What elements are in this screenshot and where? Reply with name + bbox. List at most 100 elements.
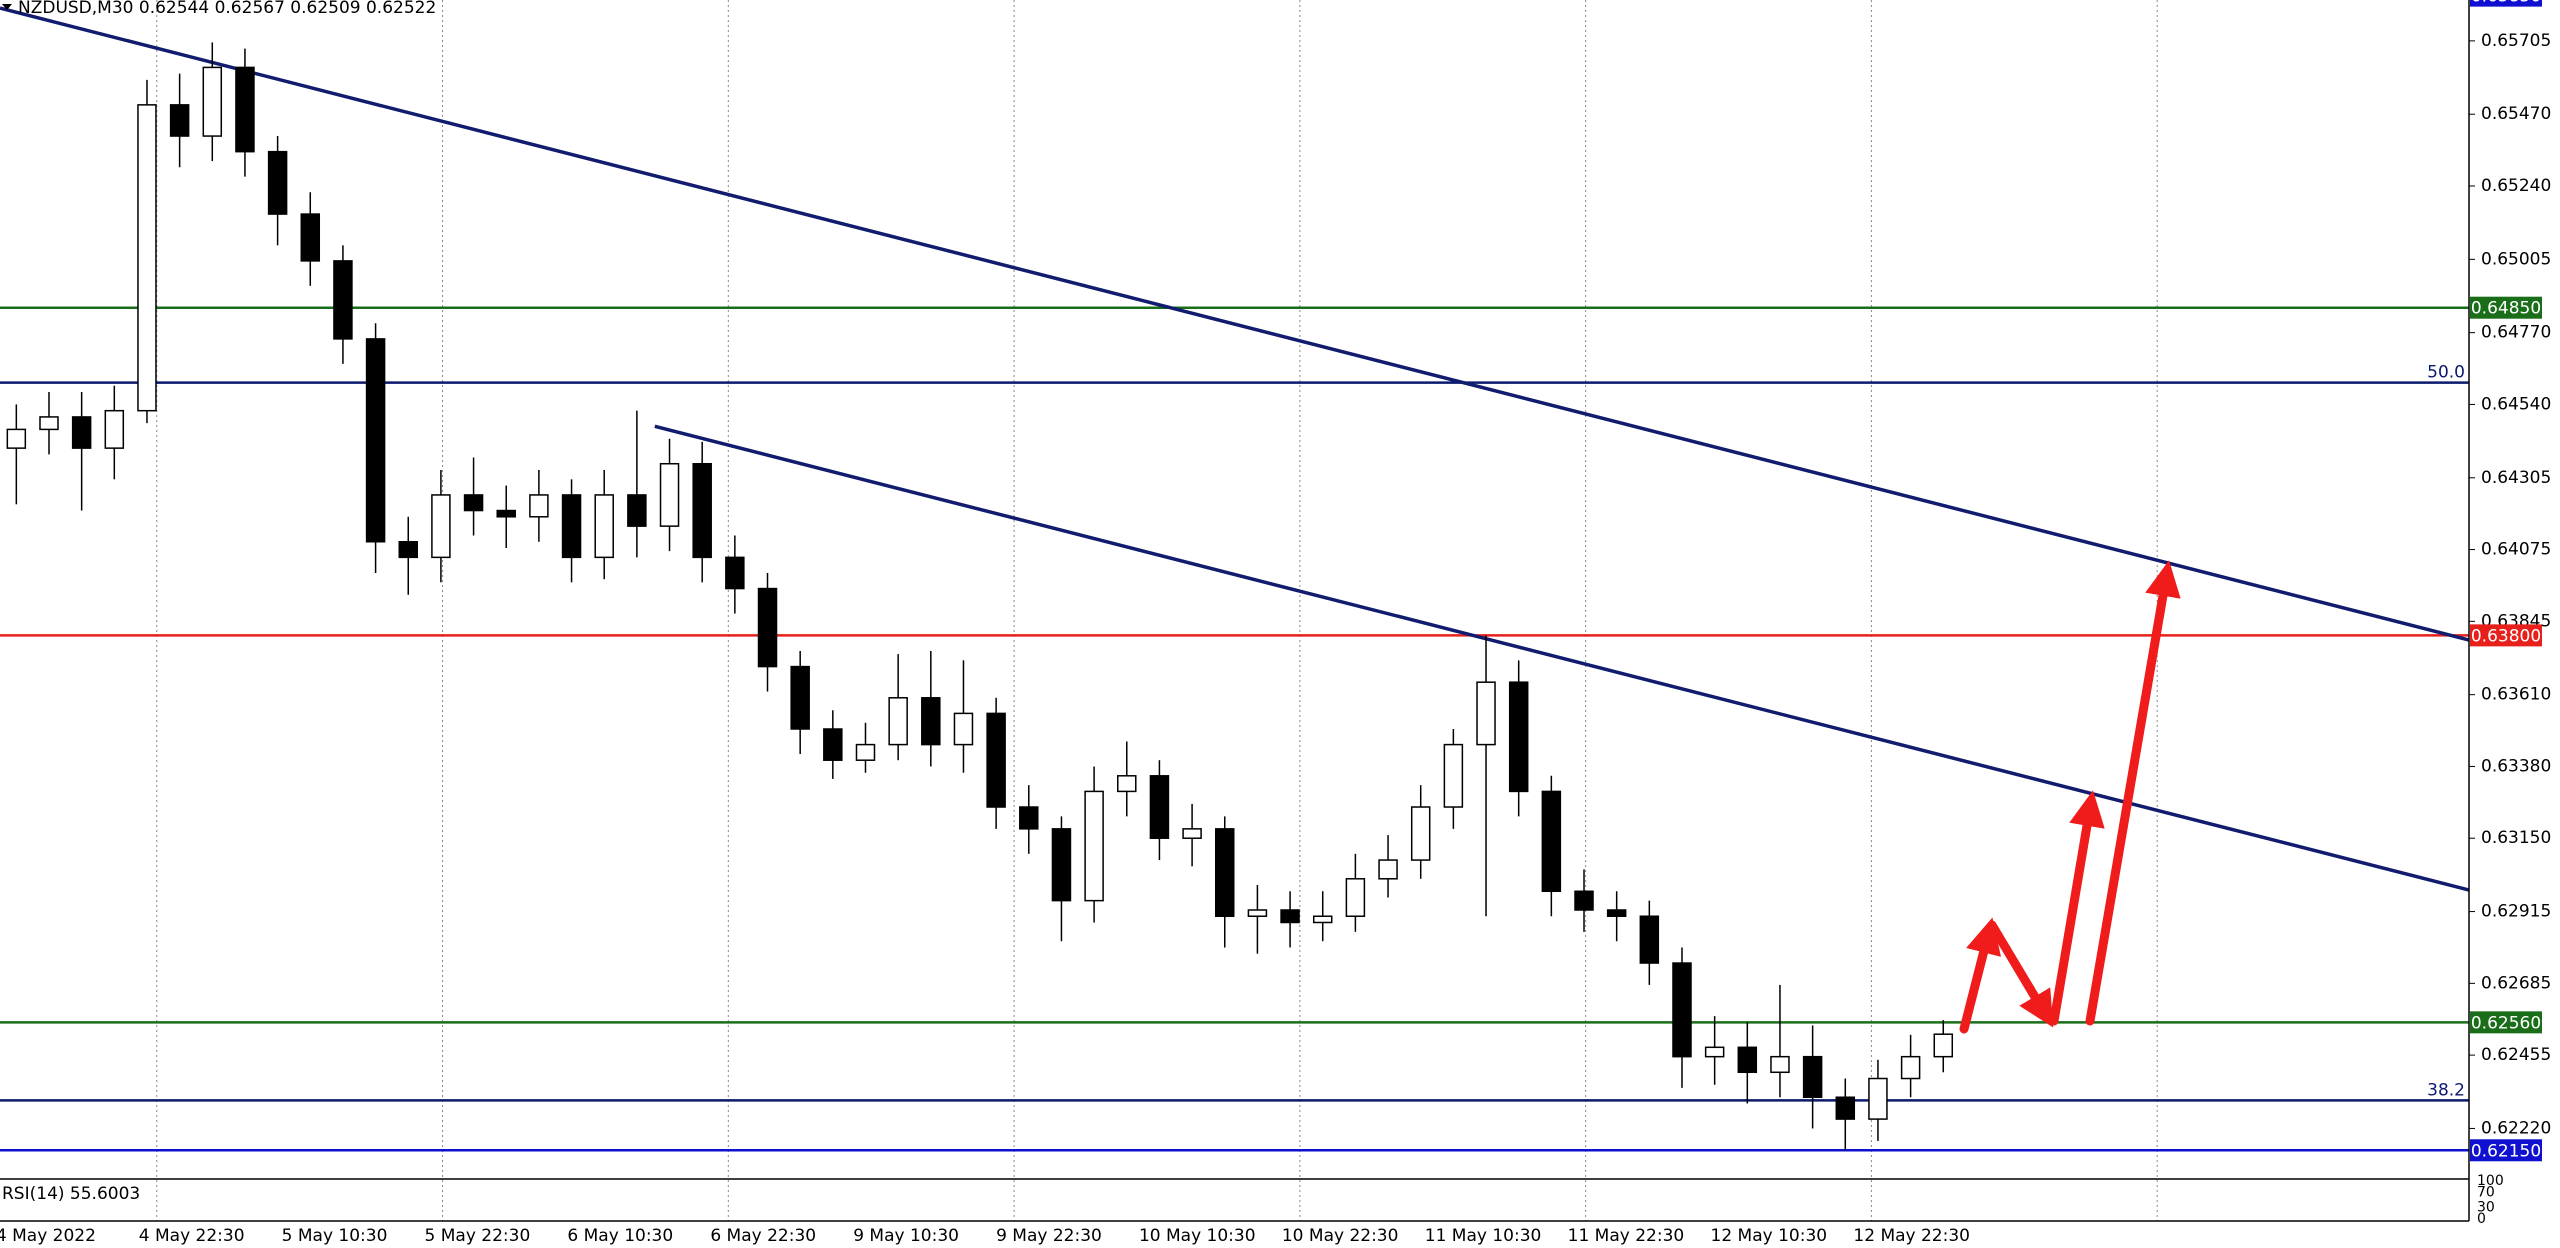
candle-body bbox=[1770, 1055, 1790, 1074]
candle-body bbox=[1704, 1046, 1725, 1058]
arrow bbox=[1959, 917, 2001, 1034]
y-tick-label: 0.64540 bbox=[2481, 394, 2551, 414]
x-tick-label: 5 May 10:30 bbox=[282, 1226, 388, 1246]
y-tick-label: 0.63150 bbox=[2481, 828, 2551, 848]
candle-body bbox=[333, 260, 353, 340]
plot-area bbox=[0, 6, 2469, 1152]
y-tick-label: 0.64305 bbox=[2481, 468, 2551, 488]
x-tick-label: 5 May 22:30 bbox=[425, 1226, 531, 1246]
candle-body bbox=[1149, 775, 1170, 839]
x-tick-label: 4 May 2022 bbox=[0, 1226, 96, 1246]
candle-body bbox=[104, 409, 125, 449]
candle-body bbox=[561, 494, 582, 559]
trend-line bbox=[654, 424, 2469, 892]
rsi-tick-label: 100 bbox=[2477, 1173, 2504, 1189]
candle-body bbox=[1410, 806, 1431, 861]
candle-body bbox=[1215, 828, 1235, 917]
candle-body bbox=[725, 556, 745, 590]
level-tag bbox=[2470, 1139, 2542, 1162]
candle-body bbox=[757, 587, 778, 668]
candle-body bbox=[1182, 828, 1202, 839]
candle-body bbox=[1900, 1055, 1921, 1080]
candle-body bbox=[6, 428, 27, 449]
y-tick-label: 0.65005 bbox=[2481, 249, 2551, 269]
candle-body bbox=[790, 665, 810, 730]
candle-body bbox=[1541, 790, 1562, 893]
candle-body bbox=[235, 66, 255, 153]
candle-body bbox=[888, 697, 908, 746]
candle-body bbox=[1051, 828, 1072, 902]
candle-body bbox=[202, 66, 223, 137]
x-tick-label: 10 May 22:30 bbox=[1282, 1226, 1399, 1246]
candle-body bbox=[365, 338, 386, 543]
candle-body bbox=[267, 150, 288, 215]
y-tick-label: 0.65240 bbox=[2481, 176, 2551, 196]
candle-body bbox=[1868, 1077, 1888, 1120]
arrow bbox=[2049, 790, 2105, 1026]
candle-body bbox=[463, 494, 484, 512]
menu-triangle[interactable] bbox=[2, 4, 12, 10]
y-tick-label: 0.63610 bbox=[2481, 685, 2551, 705]
y-tick-label: 0.64075 bbox=[2481, 540, 2551, 560]
x-tick-label: 12 May 22:30 bbox=[1853, 1226, 1970, 1246]
candle-body bbox=[1443, 743, 1464, 808]
level-tag bbox=[2470, 0, 2542, 7]
candle-body bbox=[1508, 681, 1529, 793]
x-tick-label: 12 May 10:30 bbox=[1711, 1226, 1828, 1246]
candle-body bbox=[71, 416, 92, 449]
level-tag bbox=[2470, 1011, 2542, 1034]
x-tick-label: 4 May 22:30 bbox=[139, 1226, 245, 1246]
level-label: 0.62560 bbox=[2471, 1013, 2541, 1033]
rsi-tick-label: 70 bbox=[2477, 1184, 2495, 1200]
y-tick-label: 0.62915 bbox=[2481, 902, 2551, 922]
level-tag bbox=[2470, 296, 2542, 319]
candle-body bbox=[627, 494, 647, 527]
candle-body bbox=[529, 494, 549, 518]
y-tick-label: 0.62685 bbox=[2481, 973, 2551, 993]
candle-body bbox=[594, 494, 614, 559]
candle-body bbox=[1280, 909, 1300, 924]
candle-body bbox=[300, 213, 321, 262]
fib-label: 50.0 bbox=[2427, 363, 2465, 383]
arrow bbox=[2085, 560, 2181, 1026]
candle-body bbox=[39, 416, 59, 431]
candle-body bbox=[986, 712, 1006, 808]
x-tick-label: 6 May 10:30 bbox=[567, 1226, 673, 1246]
candle-body bbox=[496, 509, 516, 518]
candle-body bbox=[398, 541, 418, 559]
candle-body bbox=[692, 462, 712, 559]
candle-body bbox=[823, 728, 843, 761]
candle-body bbox=[1672, 962, 1692, 1058]
x-tick-label: 11 May 22:30 bbox=[1568, 1226, 1685, 1246]
level-label: 0.65850 bbox=[2471, 0, 2541, 7]
level-tag bbox=[2470, 624, 2542, 647]
chart-title: NZDUSD,M30 0.62544 0.62567 0.62509 0.625… bbox=[18, 0, 436, 18]
candle-body bbox=[1737, 1046, 1758, 1074]
candle-body bbox=[1084, 790, 1104, 902]
arrow bbox=[1987, 920, 2054, 1028]
candle-body bbox=[1933, 1033, 1954, 1058]
candle-body bbox=[1574, 890, 1594, 911]
candle-body bbox=[1247, 909, 1268, 917]
rsi-label: RSI(14) 55.6003 bbox=[2, 1184, 140, 1204]
candle-body bbox=[1835, 1096, 1856, 1120]
x-tick-label: 9 May 22:30 bbox=[996, 1226, 1102, 1246]
level-label: 0.64850 bbox=[2471, 299, 2541, 319]
y-tick-label: 0.63380 bbox=[2481, 756, 2551, 776]
candle-body bbox=[169, 104, 190, 137]
candle-body bbox=[431, 494, 451, 559]
level-label: 0.62150 bbox=[2471, 1141, 2541, 1161]
y-tick-label: 0.65705 bbox=[2481, 31, 2551, 51]
candle-body bbox=[1639, 915, 1660, 964]
candle-body bbox=[1312, 915, 1333, 924]
annotation-arrows bbox=[1959, 560, 2181, 1034]
fib-label: 38.2 bbox=[2427, 1080, 2465, 1100]
level-label: 0.63800 bbox=[2471, 626, 2541, 646]
y-tick-label: 0.64770 bbox=[2481, 323, 2551, 343]
candle-body bbox=[1345, 878, 1366, 917]
candle-body bbox=[1802, 1055, 1823, 1098]
candle-body bbox=[921, 697, 941, 746]
candle-body bbox=[1476, 681, 1496, 746]
